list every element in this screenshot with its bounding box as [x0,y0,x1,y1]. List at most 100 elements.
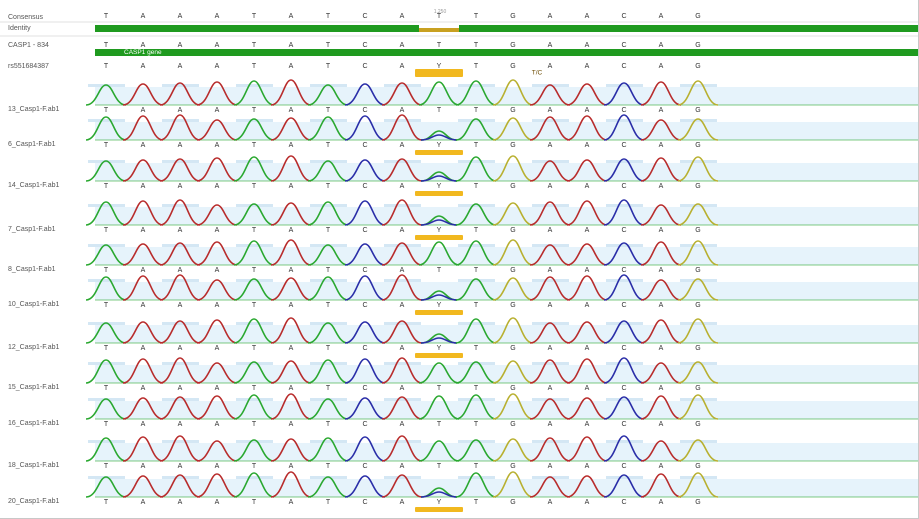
trace-peak [270,393,312,420]
trace-row[interactable]: T A A A T A T C A Y T G A A C A G 20_Casp1-F.ab1 [8,471,919,512]
ambiguity-marker[interactable] [415,191,463,196]
trace-label[interactable]: 6_Casp1-F.ab1 [8,141,56,148]
consensus-base: T [437,13,442,20]
trace-base: G [510,142,515,149]
identity-label[interactable]: Identity [8,25,31,32]
trace-base: T [474,267,479,274]
trace-label[interactable]: 8_Casp1-F.ab1 [8,266,56,273]
trace-base: A [659,183,664,190]
quality-step [680,398,717,401]
trace-base: T [474,345,479,352]
trace-peak [455,361,497,384]
trace-base: A [178,227,183,234]
snp-base: T [252,63,257,70]
quality-step [236,119,273,122]
trace-base: T [104,142,109,149]
trace-peak [455,472,497,498]
trace-peak [159,158,201,182]
trace-peak [492,155,534,182]
quality-step [384,279,421,282]
ambiguity-marker[interactable] [415,235,463,240]
quality-step [458,362,495,365]
trace-peak [603,396,645,420]
trace-base: A [400,107,405,114]
reference-label[interactable]: CASP1 - 834 [8,42,49,49]
trace-label[interactable]: 14_Casp1-F.ab1 [8,182,59,189]
trace-peak [640,473,682,498]
quality-step [162,362,199,365]
trace-row[interactable]: T A A A T A T C A T T G A A C A G 15_Casp1-F.ab1 [8,357,919,392]
snp-label[interactable]: rs551684387 [8,63,49,70]
trace-row[interactable]: T A A A T A T C A T T G A A C A G 8_Casp1-F.ab1 [8,239,919,274]
trace-base: G [695,421,700,428]
trace-row[interactable]: T A A A T A T C A Y T G A A C A G 7_Casp1-F.ab1 [8,199,919,240]
trace-label[interactable]: 12_Casp1-F.ab1 [8,344,59,351]
quality-step [680,119,717,122]
chromatogram-tracks: T A A A T A T C A T T G A A C A G 13_Casp1-F.ab1 T A A A T A T C A… [8,79,919,512]
trace-peak [529,84,571,106]
quality-step [458,476,495,479]
trace-base: A [289,463,294,470]
trace-base: C [362,499,367,506]
consensus-label[interactable]: Consensus [8,14,44,21]
trace-peak [85,84,127,106]
trace-label[interactable]: 20_Casp1-F.ab1 [8,498,59,505]
trace-base: A [585,183,590,190]
quality-step [310,362,347,365]
trace-base: T [326,227,331,234]
consensus-base: T [474,13,479,20]
trace-base: A [289,183,294,190]
trace-base: T [252,227,257,234]
trace-base: A [400,227,405,234]
trace-peak [529,437,571,462]
trace-base: T [252,142,257,149]
trace-row[interactable]: T A A A T A T C A T T G A A C A G 16_Casp1-F.ab1 [8,393,919,428]
trace-peak [344,475,386,498]
trace-label[interactable]: 16_Casp1-F.ab1 [8,420,59,427]
trace-peak [603,158,645,182]
trace-peak [159,242,201,266]
trace-peak [420,491,458,498]
ambiguity-marker[interactable] [415,353,463,358]
snp-base: A [141,63,146,70]
trace-base: A [178,385,183,392]
trace-base: T [474,183,479,190]
trace-base: G [695,107,700,114]
quality-step [680,204,717,207]
trace-peak [455,118,497,141]
trace-base: A [548,142,553,149]
snp-annotation-bar[interactable] [415,69,463,77]
trace-peak [603,274,645,301]
trace-peak [529,276,571,301]
trace-base: T [474,499,479,506]
trace-base: G [695,227,700,234]
trace-base: C [362,463,367,470]
consensus-base: A [400,13,405,20]
trace-base: T [437,267,442,274]
trace-label[interactable]: 13_Casp1-F.ab1 [8,106,59,113]
trace-base: A [659,302,664,309]
trace-row[interactable]: T A A A T A T C A Y T G A A C A G 10_Casp1-F.ab1 [8,274,919,315]
consensus-base: G [695,13,700,20]
trace-row[interactable]: T A A A T A T C A Y T G A A C A G 12_Casp1-F.ab1 [8,317,919,358]
trace-base: A [585,499,590,506]
trace-row[interactable]: T A A A T A T C A T T G A A C A G 13_Casp1-F.ab1 [8,79,919,114]
trace-peak [640,119,682,141]
trace-label[interactable]: 18_Casp1-F.ab1 [8,462,59,469]
trace-label[interactable]: 15_Casp1-F.ab1 [8,384,59,391]
trace-row[interactable]: T A A A T A T C A Y T G A A C A G 6_Casp1-F.ab1 [8,114,919,155]
ambiguity-marker[interactable] [415,150,463,155]
trace-label[interactable]: 7_Casp1-F.ab1 [8,226,56,233]
trace-base: A [178,499,183,506]
ambiguity-marker[interactable] [415,310,463,315]
trace-row[interactable]: T A A A T A T C A Y T G A A C A G 14_Casp1-F.ab1 [8,155,919,196]
trace-label[interactable]: 10_Casp1-F.ab1 [8,301,59,308]
trace-row[interactable]: T A A A T A T C A T T G A A C A G 18_Casp1-F.ab1 [8,435,919,470]
trace-peak [233,118,275,141]
trace-peak [122,200,164,226]
gene-annotation-bar[interactable] [95,49,919,56]
trace-peak [122,115,164,141]
ambiguity-marker[interactable] [415,507,463,512]
trace-base: T [104,463,109,470]
